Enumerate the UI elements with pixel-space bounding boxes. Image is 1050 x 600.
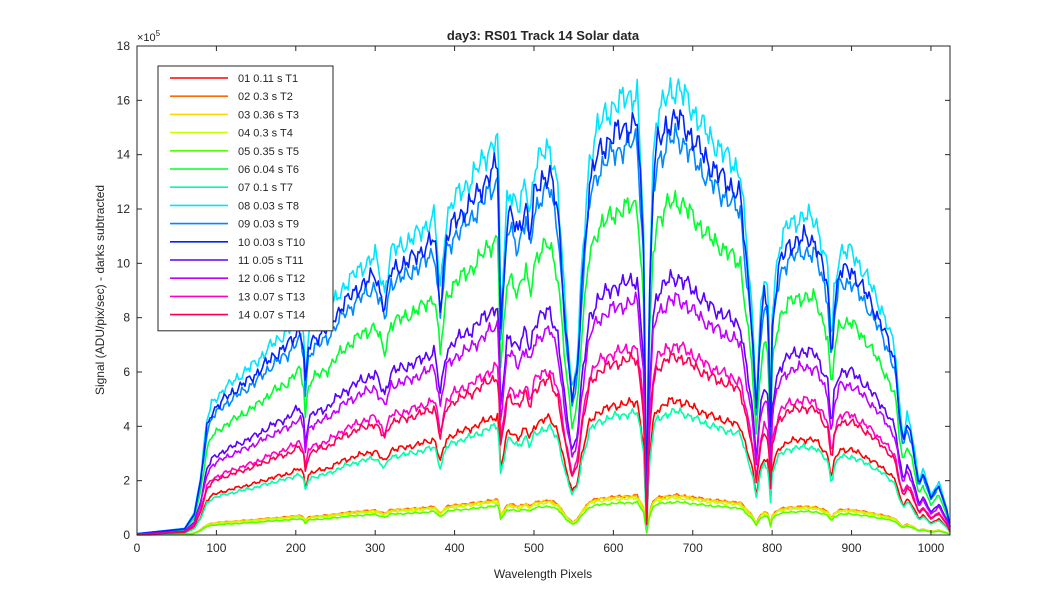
x-tick-label: 400 — [445, 541, 465, 555]
x-tick-label: 1000 — [918, 541, 945, 555]
y-tick-label: 0 — [123, 528, 130, 542]
series-line-1 — [136, 396, 951, 536]
series-line-4 — [137, 496, 951, 536]
series-line-3 — [137, 494, 951, 536]
series-line-12 — [136, 291, 951, 536]
y-tick-label: 8 — [123, 311, 130, 325]
legend-entry-label: 12 0.06 s T12 — [238, 273, 305, 285]
legend-entry-label: 02 0.3 s T2 — [238, 91, 293, 103]
x-tick-label: 600 — [603, 541, 623, 555]
legend-entry-label: 13 0.07 s T13 — [238, 291, 305, 303]
legend: 01 0.11 s T1 02 0.3 s T2 03 0.36 s T3 04 0.… — [157, 65, 334, 332]
series-line-13 — [137, 341, 951, 536]
x-tick-label: 300 — [365, 541, 385, 555]
y-tick-label: 2 — [123, 474, 130, 488]
legend-entry-label: 07 0.1 s T7 — [238, 182, 293, 194]
legend-entry-label: 06 0.04 s T6 — [238, 164, 299, 176]
series-line-10 — [136, 109, 951, 535]
x-tick-label: 800 — [762, 541, 782, 555]
series-line-8 — [136, 77, 951, 535]
legend-entry-label: 03 0.36 s T3 — [238, 109, 299, 121]
x-tick-label: 500 — [524, 541, 544, 555]
y-axis-label: Signal (ADU/pix/sec) - darks subtracted — [93, 185, 107, 395]
svg-text:×105: ×105 — [137, 29, 161, 44]
x-tick-label: 100 — [206, 541, 226, 555]
x-tick-label: 0 — [134, 541, 141, 555]
series-line-9 — [136, 122, 951, 535]
legend-entry-label: 14 0.07 s T14 — [238, 310, 305, 322]
x-axis-label: Wavelength Pixels — [494, 567, 592, 581]
plot-frame — [136, 45, 951, 536]
x-axis: 0 100 200 300 400 500 600 700 800 900 1000 — [134, 46, 945, 555]
legend-entry-label: 01 0.11 s T1 — [238, 73, 298, 85]
y-tick-label: 14 — [117, 148, 131, 162]
series-line-14 — [136, 351, 951, 536]
y-tick-label: 4 — [123, 419, 130, 433]
legend-entry-label: 10 0.03 s T10 — [238, 237, 305, 249]
x-tick-label: 200 — [286, 541, 306, 555]
x-tick-label: 900 — [842, 541, 862, 555]
legend-entry-label: 05 0.35 s T5 — [238, 146, 299, 158]
exponent-base: ×10 — [137, 32, 156, 44]
y-tick-label: 16 — [117, 93, 131, 107]
legend-box — [157, 65, 334, 332]
y-tick-label: 10 — [117, 256, 131, 270]
exponent-power: 5 — [156, 29, 161, 38]
chart-title: day3: RS01 Track 14 Solar data — [447, 28, 640, 43]
y-axis: 0 2 4 6 8 10 12 14 16 18 — [117, 39, 950, 542]
series-line-11 — [136, 269, 951, 535]
legend-entry-label: 04 0.3 s T4 — [238, 128, 293, 140]
series-line-6 — [136, 189, 951, 535]
series-line-5 — [137, 500, 951, 536]
y-exponent-label: ×105 — [137, 29, 161, 44]
y-tick-label: 6 — [123, 365, 130, 379]
legend-entry-label: 09 0.03 s T9 — [238, 219, 299, 231]
x-tick-label: 700 — [683, 541, 703, 555]
series-lines — [136, 77, 951, 536]
legend-entry-label: 08 0.03 s T8 — [238, 200, 299, 212]
legend-entry-label: 11 0.05 s T11 — [238, 255, 303, 267]
y-tick-label: 12 — [117, 202, 131, 216]
y-tick-label: 18 — [117, 39, 131, 53]
series-line-7 — [137, 407, 951, 536]
